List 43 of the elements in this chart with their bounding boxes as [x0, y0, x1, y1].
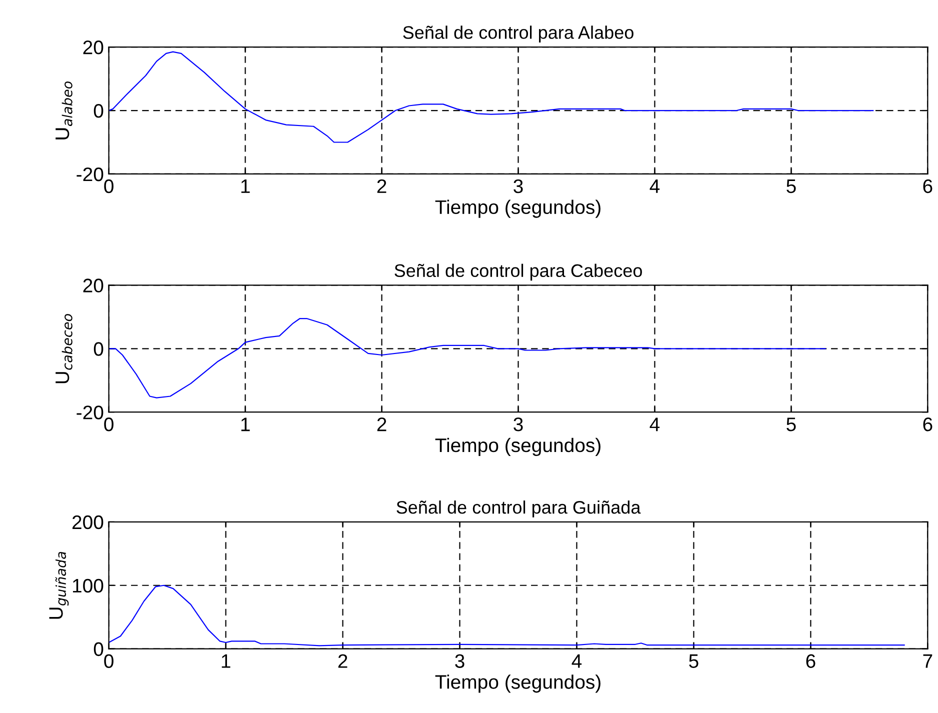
x-tick-label: 5 [786, 418, 796, 432]
x-tick-label: 0 [104, 654, 114, 668]
y-axis-title: U$_{alabeo}$ [56, 81, 72, 140]
line-series [108, 51, 874, 143]
y-tick-label: 0 [94, 342, 104, 356]
chart-title: Señal de control para Cabeceo [394, 264, 642, 281]
line-series [108, 318, 826, 398]
y-axis-title: U$_{guiñada}$ [49, 552, 69, 619]
x-tick-label: 3 [455, 654, 464, 668]
y-tick-label: 100 [72, 578, 104, 593]
x-tick-label: 1 [222, 654, 230, 668]
x-tick-label: 0 [104, 417, 114, 432]
y-tick-label: 20 [83, 40, 104, 54]
y-tick-label: 0 [94, 642, 104, 656]
x-axis-title: Tiempo (segundos) [435, 200, 600, 218]
x-tick-label: 1 [241, 180, 250, 193]
x-tick-label: 2 [377, 417, 386, 432]
y-tick-label: 200 [72, 515, 104, 530]
x-tick-label: 2 [377, 179, 386, 193]
chart-title: Señal de control para Guiñada [396, 500, 641, 518]
x-tick-label: 6 [806, 654, 816, 668]
x-tick-label: 2 [338, 654, 348, 668]
y-tick-label: -20 [76, 406, 104, 420]
x-tick-label: 1 [241, 418, 250, 432]
x-tick-label: 5 [689, 654, 698, 668]
x-tick-label: 4 [650, 418, 660, 432]
x-tick-label: 5 [786, 180, 796, 194]
y-tick-label: -20 [76, 167, 104, 182]
x-tick-label: 4 [650, 180, 660, 193]
x-tick-label: 4 [572, 654, 582, 668]
y-axis-title: U$_{cabeceo}$ [56, 314, 72, 384]
x-axis-title: Tiempo (segundos) [435, 438, 600, 456]
x-tick-label: 6 [923, 179, 932, 194]
x-tick-label: 6 [923, 417, 932, 432]
x-tick-label: 3 [514, 179, 523, 194]
x-tick-label: 7 [923, 654, 932, 668]
y-tick-label: 0 [94, 104, 104, 118]
line-series [108, 584, 905, 646]
x-axis-title: Tiempo (segundos) [435, 674, 600, 693]
x-tick-label: 0 [104, 179, 114, 194]
x-tick-label: 3 [514, 417, 523, 432]
chart-title: Señal de control para Alabeo [403, 26, 634, 42]
y-tick-label: 20 [83, 278, 104, 292]
